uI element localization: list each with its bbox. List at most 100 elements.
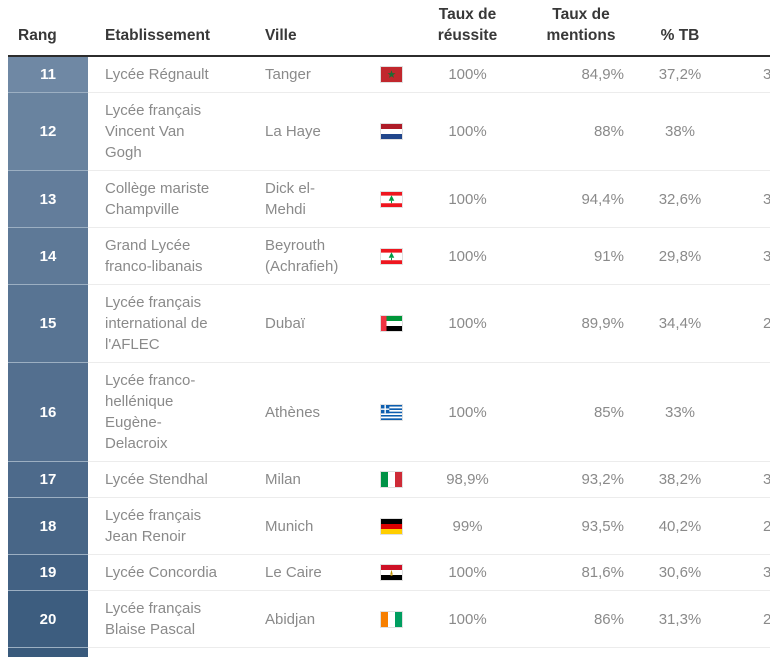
rank-cell-text: 17 — [39, 471, 57, 488]
column-header-ville: Ville — [265, 27, 297, 44]
success-rate-cell-text: 100% — [448, 564, 487, 581]
mentions-rate-cell: 84,9% — [510, 57, 630, 92]
school-name-cell-text: Lycée français international de l'AFLEC — [105, 294, 208, 353]
mentions-rate-cell: 91% — [510, 227, 630, 284]
flag-uae-icon — [380, 315, 403, 332]
flag-italy-icon — [380, 471, 403, 488]
tb-rate-cell-text: 38% — [664, 123, 696, 140]
mentions-rate-cell-text: 81,6% — [581, 564, 624, 581]
country-flag-cell — [380, 227, 425, 284]
success-rate-cell: 100% — [425, 284, 510, 362]
tb-rate-cell: 30,6% — [630, 554, 730, 590]
column-header-etablissement: Etablissement — [105, 27, 211, 44]
success-rate-cell: 100% — [425, 590, 510, 647]
city-cell: Le Caire — [265, 554, 380, 590]
city-cell: Athènes — [265, 362, 380, 461]
rank-cell: 15 — [8, 284, 88, 362]
rank-cell-text: 13 — [39, 190, 57, 208]
mentions-rate-cell-text: 93,2% — [581, 471, 624, 488]
school-name-cell: Lycée français Vincent Van Gogh — [88, 92, 265, 170]
success-rate-cell: 100% — [425, 554, 510, 590]
flag-lebanon-icon — [380, 247, 403, 265]
success-rate-cell: 100% — [425, 92, 510, 170]
school-name-cell: Lycée français Jean Renoir — [88, 497, 265, 554]
city-cell: Abidjan — [265, 590, 380, 647]
school-name-cell: Lycée franco-hellénique Eugène-Delacroix — [88, 362, 265, 461]
table-body: 11 Lycée Régnault Tanger 100% 84,9% 37,2% 3 12 L… — [8, 57, 770, 657]
school-name-cell-text: Lycée Régnault — [105, 66, 209, 83]
tb-rate-cell: 29,8% — [630, 227, 730, 284]
mentions-rate-cell: 88% — [510, 92, 630, 170]
school-name-cell-text: Lycée français Jean Renoir — [105, 507, 202, 545]
school-name-cell-text: Lycée Stendhal — [105, 471, 208, 488]
table-row: 19 Lycée Concordia Le Caire 100% 81,6% 30,6% 3 — [8, 554, 770, 590]
mentions-rate-cell: 85% — [510, 362, 630, 461]
tb-rate-cell: 37,2% — [630, 57, 730, 92]
clipped-next-column-cell-text: 3 — [763, 469, 770, 490]
country-flag-cell — [380, 92, 425, 170]
rank-cell-text: 16 — [39, 403, 57, 421]
clipped-next-column-cell-text: 3 — [763, 66, 770, 83]
flag-morocco-icon — [380, 66, 403, 83]
success-rate-cell-text: 100% — [448, 610, 487, 628]
success-rate-cell-text: 100% — [448, 315, 487, 332]
flag-egypt-icon — [380, 564, 403, 581]
tb-rate-cell-text: 29,8% — [658, 247, 702, 265]
tb-rate-cell-text: 38,2% — [658, 471, 702, 488]
success-rate-cell-text: 99% — [452, 517, 483, 535]
mentions-rate-cell: 86% — [510, 590, 630, 647]
tb-rate-cell: 34,4% — [630, 284, 730, 362]
clipped-next-column-cell-text: 2 — [763, 313, 770, 334]
table-header-row: Rang Etablissement Ville Taux de réussit… — [8, 0, 770, 57]
city-cell-text: Dick el-Mehdi — [265, 180, 316, 218]
mentions-rate-cell-text: 84,9% — [581, 66, 624, 83]
city-cell: Milan — [265, 461, 380, 497]
country-flag-cell — [380, 57, 425, 92]
city-cell-text: Munich — [265, 517, 314, 535]
rank-cell: 17 — [8, 461, 88, 497]
success-rate-cell — [425, 647, 510, 657]
country-flag-cell — [380, 554, 425, 590]
rank-cell: 13 — [8, 170, 88, 227]
success-rate-cell: 100% — [425, 227, 510, 284]
tb-rate-cell-text: 31,3% — [658, 610, 702, 628]
rank-cell-text: 12 — [39, 123, 57, 140]
mentions-rate-cell: 94,4% — [510, 170, 630, 227]
rank-cell: 14 — [8, 227, 88, 284]
clipped-next-column-cell: 2 — [730, 284, 770, 362]
success-rate-cell-text: 100% — [448, 123, 487, 140]
tb-rate-cell: 40,2% — [630, 497, 730, 554]
city-cell: Tanger — [265, 57, 380, 92]
school-name-cell: Collège mariste Champville — [88, 170, 265, 227]
mentions-rate-cell: 93,2% — [510, 461, 630, 497]
clipped-next-column-cell-text: 3 — [763, 562, 770, 583]
table-row: 20 Lycée français Blaise Pascal Abidjan 100… — [8, 590, 770, 647]
mentions-rate-cell: 81,6% — [510, 554, 630, 590]
school-name-cell: Grand Lycée franco-libanais — [88, 227, 265, 284]
city-cell-text: Beyrouth (Achrafieh) — [265, 237, 339, 275]
city-cell-text: Le Caire — [265, 564, 322, 581]
school-name-cell-text: Lycée franco-hellénique Eugène-Delacroix — [105, 372, 196, 452]
school-name-cell: Lycée français Blaise Pascal — [88, 590, 265, 647]
rank-cell: 11 — [8, 57, 88, 92]
tb-rate-cell-text: 32,6% — [658, 190, 702, 208]
mentions-rate-cell-text: 91% — [593, 247, 624, 265]
rank-cell: 19 — [8, 554, 88, 590]
tb-rate-cell: 38% — [630, 92, 730, 170]
city-cell: Beyrouth (Achrafieh) — [265, 227, 380, 284]
tb-rate-cell-text: 40,2% — [658, 517, 702, 535]
tb-rate-cell-text: 37,2% — [658, 66, 702, 83]
clipped-next-column-cell: 3 — [730, 461, 770, 497]
country-flag-cell — [380, 362, 425, 461]
city-cell-text: La Haye — [265, 123, 321, 140]
success-rate-cell-text: 100% — [448, 247, 487, 265]
city-cell: Munich — [265, 497, 380, 554]
flag-greece-icon — [380, 403, 403, 421]
mentions-rate-cell: 93,5% — [510, 497, 630, 554]
school-name-cell — [88, 647, 265, 657]
flag-ivory-coast-icon — [380, 610, 403, 628]
city-cell-text: Dubaï — [265, 315, 306, 332]
clipped-next-column-cell-text: 2 — [763, 609, 770, 630]
mentions-rate-cell-text: 86% — [593, 610, 624, 628]
tb-rate-cell: 32,6% — [630, 170, 730, 227]
